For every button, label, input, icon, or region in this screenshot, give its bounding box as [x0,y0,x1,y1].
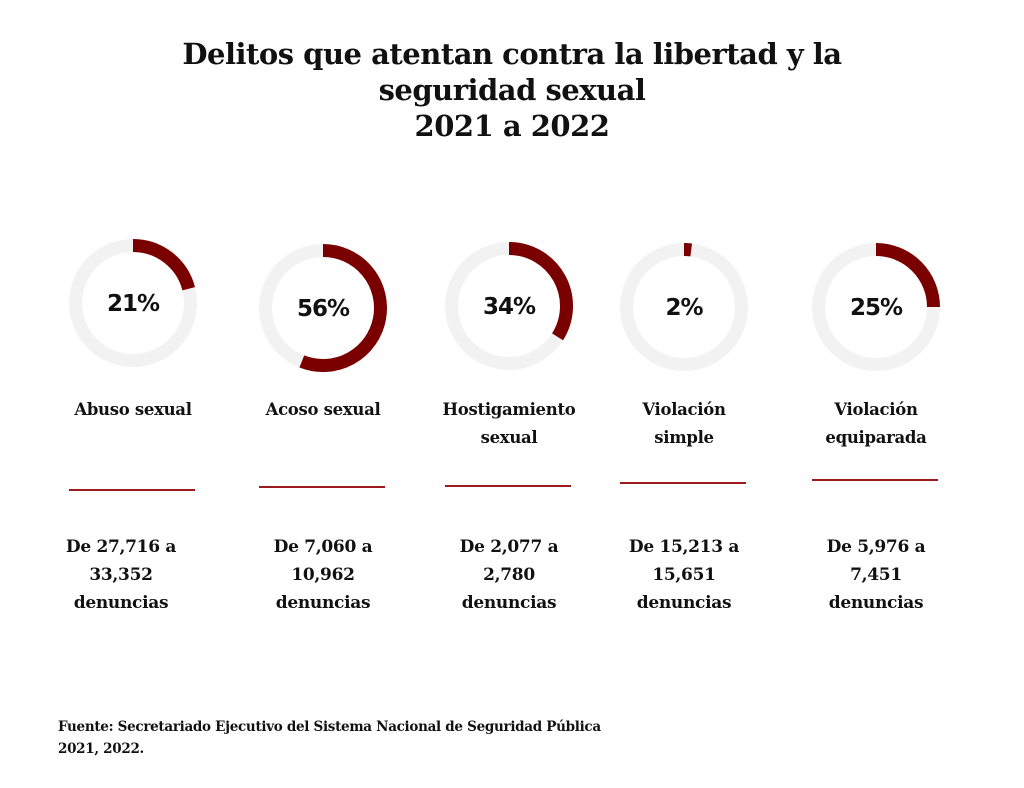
range-line: 7,451 [850,565,902,585]
donut-hostigamiento-sexual: 34% [445,242,573,370]
donut-value-arc [875,243,940,308]
donut-violacion-equiparada: 25% [812,243,940,371]
divider-line [445,485,571,487]
divider-line [812,479,938,481]
donut-charts: 21% 56% 34% 2% 25% [69,239,940,372]
category-label-acoso-sexual: Acoso sexual [233,396,413,424]
range-line: De 7,060 a [273,537,373,557]
title-line-2: seguridad sexual [378,73,646,107]
range-text-violacion-equiparada: De 5,976 a 7,451 denuncias [786,533,966,617]
title-line-3: 2021 a 2022 [414,109,610,143]
percent-label: 2% [665,295,703,321]
range-text-hostigamiento-sexual: De 2,077 a 2,780 denuncias [419,533,599,617]
range-line: 10,962 [291,565,355,585]
donut-violacion-simple: 2% [620,243,748,371]
category-label-line: sexual [480,428,538,447]
range-text-acoso-sexual: De 7,060 a 10,962 denuncias [233,533,413,617]
title-line-1: Delitos que atentan contra la libertad y… [182,37,842,71]
category-label-hostigamiento-sexual: Hostigamiento sexual [419,396,599,452]
donut-value-arc [132,239,195,291]
category-label-violacion-simple: Violación simple [594,396,774,452]
source-note: Fuente: Secretariado Ejecutivo del Siste… [58,716,601,760]
range-line: denuncias [828,593,924,613]
range-line: 33,352 [89,565,153,585]
divider-line [69,489,195,491]
divider-line [259,486,385,488]
range-line: denuncias [461,593,557,613]
donut-value-arc [508,242,573,341]
category-label-line: equiparada [825,428,927,447]
category-label-abuso-sexual: Abuso sexual [43,396,223,424]
source-line-2: 2021, 2022. [58,741,144,757]
category-label-violacion-equiparada: Violación equiparada [786,396,966,452]
chart-title: Delitos que atentan contra la libertad y… [0,36,1024,144]
percent-label: 34% [483,294,536,320]
donut-acoso-sexual: 56% [259,244,387,372]
donut-abuso-sexual: 21% [69,239,197,367]
category-label-line: simple [654,428,714,447]
range-line: 15,651 [652,565,716,585]
range-text-abuso-sexual: De 27,716 a 33,352 denuncias [31,533,211,617]
category-label-line: Violación [642,400,726,419]
range-line: denuncias [275,593,371,613]
range-line: denuncias [636,593,732,613]
range-line: De 27,716 a [65,537,177,557]
divider-line [620,482,746,484]
category-label-line: Acoso sexual [265,400,381,419]
category-label-line: Violación [834,400,918,419]
percent-label: 21% [107,291,160,317]
percent-label: 56% [297,296,350,322]
category-label-line: Abuso sexual [74,400,192,419]
percent-label: 25% [850,295,903,321]
range-text-violacion-simple: De 15,213 a 15,651 denuncias [594,533,774,617]
range-line: 2,780 [483,565,535,585]
donut-value-arc [299,244,387,372]
range-line: De 5,976 a [826,537,926,557]
range-line: De 2,077 a [459,537,559,557]
range-line: De 15,213 a [628,537,740,557]
range-line: denuncias [73,593,169,613]
category-label-line: Hostigamiento [442,400,576,419]
source-line-1: Fuente: Secretariado Ejecutivo del Siste… [58,719,601,735]
